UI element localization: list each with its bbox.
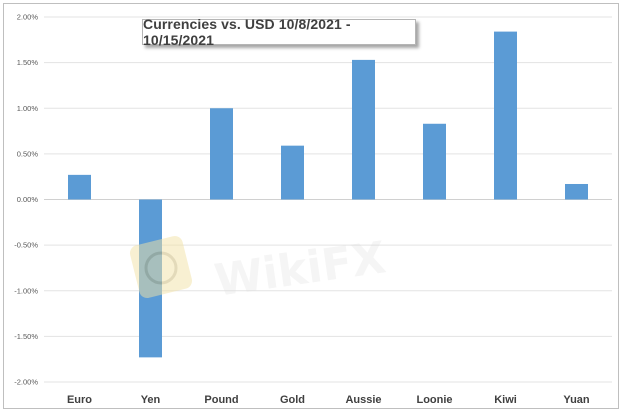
bar-gold bbox=[281, 145, 304, 200]
x-axis-category-labels: Euro Yen Pound Gold Aussie Loonie Kiwi Yuan bbox=[67, 394, 590, 406]
y-tick-label: 0.00% bbox=[17, 195, 39, 204]
y-tick-label: -0.50% bbox=[14, 241, 38, 250]
category-label: Aussie bbox=[345, 394, 381, 406]
category-label: Yuan bbox=[563, 394, 590, 406]
category-label: Yen bbox=[141, 394, 161, 406]
y-tick-label: 2.00% bbox=[17, 13, 39, 22]
chart-title: Currencies vs. USD 10/8/2021 - 10/15/202… bbox=[142, 16, 416, 48]
y-axis-tick-labels: 2.00% 1.50% 1.00% 0.50% 0.00% -0.50% -1.00% -1.… bbox=[14, 13, 38, 387]
y-tick-label: 1.00% bbox=[17, 104, 39, 113]
bars bbox=[68, 31, 588, 358]
y-tick-label: -2.00% bbox=[14, 378, 38, 387]
bar-aussie bbox=[352, 59, 375, 200]
category-label: Kiwi bbox=[494, 394, 517, 406]
watermark: WikiFX bbox=[129, 232, 389, 307]
watermark-globe-icon bbox=[144, 251, 178, 285]
category-label: Pound bbox=[204, 394, 238, 406]
y-tick-label: -1.50% bbox=[14, 332, 38, 341]
bar-euro bbox=[68, 174, 91, 200]
bar-pound bbox=[210, 108, 233, 200]
gridlines bbox=[44, 16, 612, 383]
category-label: Loonie bbox=[416, 394, 452, 406]
bar-yuan bbox=[565, 183, 588, 200]
bar-kiwi bbox=[494, 31, 517, 200]
watermark-logo-icon bbox=[129, 235, 193, 299]
watermark-text: WikiFX bbox=[211, 232, 388, 306]
y-tick-label: 0.50% bbox=[17, 149, 39, 158]
category-label: Euro bbox=[67, 394, 92, 406]
y-tick-label: 1.50% bbox=[17, 58, 39, 67]
y-tick-label: -1.00% bbox=[14, 286, 38, 295]
bar-loonie bbox=[423, 123, 446, 200]
category-label: Gold bbox=[280, 394, 305, 406]
